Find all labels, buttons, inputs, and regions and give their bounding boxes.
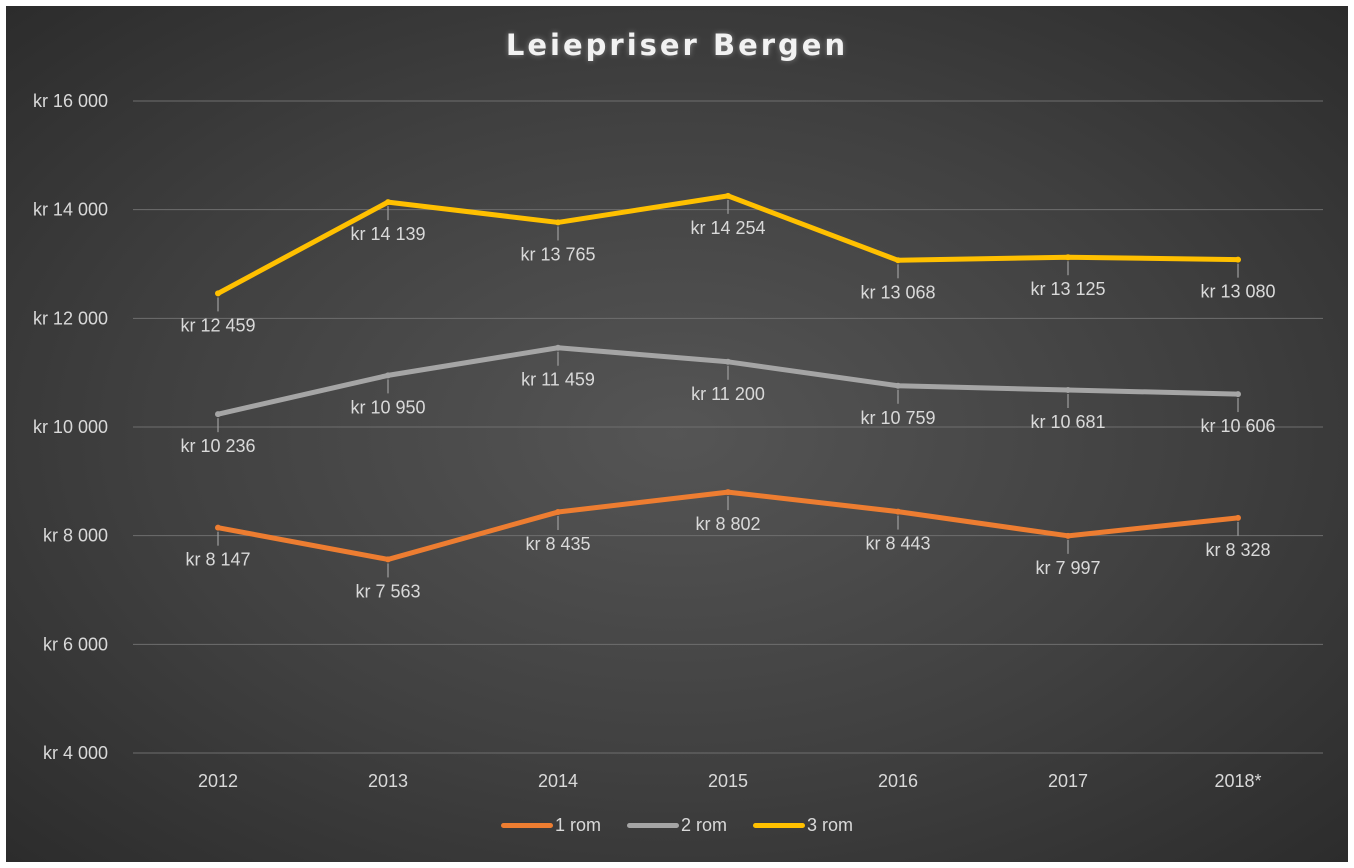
data-point — [725, 489, 731, 496]
data-point — [215, 524, 221, 531]
legend-label: 3 rom — [807, 815, 854, 835]
data-label: kr 14 139 — [350, 224, 425, 244]
x-tick-label: 2014 — [538, 771, 578, 791]
data-point — [1235, 391, 1241, 398]
y-axis: kr 4 000 kr 6 000 kr 8 000 kr 10 000 kr 12 0… — [33, 91, 108, 763]
data-label: kr 11 459 — [521, 370, 595, 390]
legend-item: 1 rom — [500, 815, 601, 836]
data-point — [555, 509, 561, 516]
data-point — [555, 344, 561, 351]
y-tick-label: kr 6 000 — [43, 634, 108, 654]
data-label: kr 10 681 — [1030, 412, 1105, 432]
data-point — [1065, 386, 1071, 393]
data-point — [725, 192, 731, 199]
data-label: kr 13 765 — [520, 244, 595, 264]
chart-background — [6, 6, 1348, 862]
data-label: kr 8 443 — [865, 534, 930, 554]
chart-title: Leiepriser Bergen — [505, 28, 849, 62]
data-point — [385, 556, 391, 563]
legend-swatch — [500, 823, 553, 828]
data-point — [215, 290, 221, 297]
y-tick-label: kr 16 000 — [33, 91, 108, 111]
data-label: kr 12 459 — [180, 315, 255, 335]
data-point — [1235, 514, 1241, 521]
data-labels: kr 8 147 kr 7 563 kr 8 435 kr 8 802 kr 8 443… — [180, 199, 1276, 601]
data-point — [895, 382, 901, 389]
data-point — [725, 358, 731, 365]
data-point — [385, 372, 391, 379]
series-layer — [215, 192, 1241, 563]
legend-label: 1 rom — [554, 815, 601, 835]
x-axis: 2012 2013 2014 2015 2016 2017 2018* — [198, 771, 1262, 791]
data-label: kr 13 125 — [1030, 279, 1105, 299]
data-label: kr 11 200 — [691, 384, 765, 404]
legend: 1 rom 2 rom 3 rom — [0, 815, 1354, 836]
data-point — [215, 411, 221, 418]
data-point — [1235, 256, 1241, 263]
x-tick-label: 2012 — [198, 771, 238, 791]
data-label: kr 13 068 — [860, 282, 935, 302]
x-tick-label: 2016 — [878, 771, 918, 791]
data-label: kr 8 328 — [1205, 540, 1270, 560]
legend-item: 3 rom — [753, 815, 853, 836]
data-label: kr 7 997 — [1035, 558, 1100, 578]
data-label: kr 13 080 — [1200, 282, 1275, 302]
legend-item: 2 rom — [626, 815, 727, 836]
x-tick-label: 2017 — [1048, 771, 1088, 791]
x-tick-label: 2018* — [1214, 771, 1261, 791]
data-point — [1065, 254, 1071, 261]
data-label: kr 10 236 — [180, 436, 255, 456]
data-label: kr 7 563 — [355, 581, 420, 601]
y-tick-label: kr 4 000 — [43, 743, 108, 763]
data-point — [895, 508, 901, 515]
y-tick-label: kr 14 000 — [33, 200, 108, 220]
y-tick-label: kr 12 000 — [33, 308, 108, 328]
y-tick-label: kr 8 000 — [43, 526, 108, 546]
legend-swatch — [753, 823, 805, 828]
data-label: kr 10 759 — [860, 408, 935, 428]
gridlines — [133, 100, 1323, 754]
data-label: kr 8 147 — [185, 550, 250, 570]
legend-swatch — [626, 823, 679, 828]
x-tick-label: 2013 — [368, 771, 408, 791]
data-point — [895, 257, 901, 264]
y-tick-label: kr 10 000 — [33, 417, 108, 437]
data-label: kr 14 254 — [690, 218, 765, 238]
data-label: kr 8 802 — [695, 514, 760, 534]
data-point — [555, 219, 561, 226]
data-point — [385, 199, 391, 206]
data-label: kr 10 606 — [1200, 416, 1275, 436]
data-point — [1065, 532, 1071, 539]
x-tick-label: 2015 — [708, 771, 748, 791]
data-label: kr 10 950 — [350, 397, 425, 417]
data-label: kr 8 435 — [525, 534, 590, 554]
legend-label: 2 rom — [680, 815, 727, 835]
